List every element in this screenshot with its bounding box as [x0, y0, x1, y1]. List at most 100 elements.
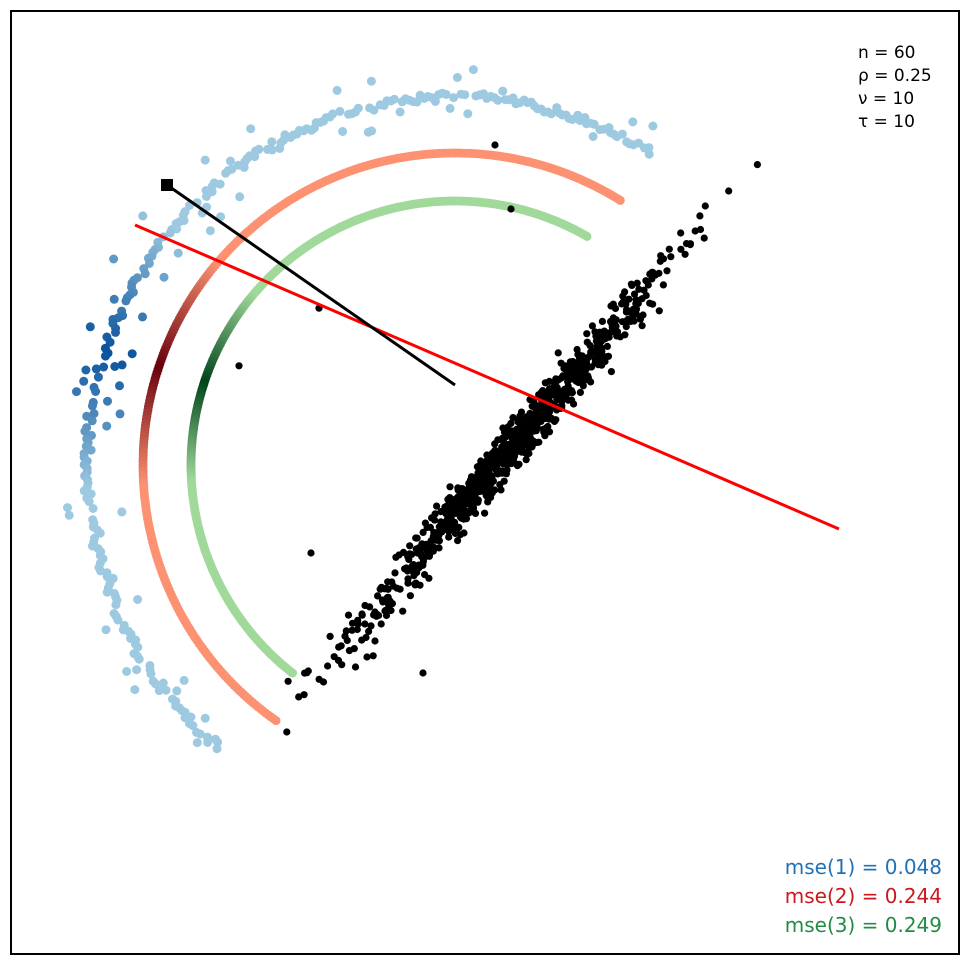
- arc-point: [151, 679, 161, 689]
- cloud-point: [583, 338, 591, 346]
- arc-point: [86, 445, 96, 455]
- arc-point: [64, 510, 74, 520]
- arc-point: [365, 103, 375, 113]
- arc-point: [588, 132, 598, 141]
- arc-point: [471, 91, 481, 101]
- arc-point: [644, 149, 654, 159]
- cloud-point: [554, 389, 562, 398]
- arc-point: [463, 109, 473, 119]
- cloud-point: [520, 425, 528, 434]
- arc-point: [271, 716, 281, 726]
- cloud-point: [511, 428, 519, 436]
- cloud-point: [406, 550, 414, 558]
- cloud-point: [598, 317, 607, 325]
- cloud-outlier-point: [363, 653, 371, 661]
- cloud-point: [472, 486, 480, 494]
- cloud-point: [411, 580, 419, 588]
- cloud-point: [562, 362, 570, 370]
- cloud-point: [483, 451, 491, 459]
- arc-point: [105, 337, 115, 347]
- arc-point: [154, 686, 164, 696]
- arc-point: [79, 376, 89, 386]
- arc-point: [235, 192, 245, 202]
- arc-point: [622, 137, 632, 147]
- cloud-point: [378, 596, 386, 604]
- arc-point: [188, 721, 198, 731]
- cloud-point: [624, 315, 632, 323]
- arc-point: [456, 89, 466, 99]
- arc-point: [109, 254, 119, 264]
- arc-point: [552, 103, 562, 113]
- arc-point: [115, 381, 124, 391]
- arc-point: [127, 349, 137, 359]
- cloud-point: [663, 267, 671, 275]
- cloud-point: [545, 377, 553, 385]
- cloud-point: [701, 202, 709, 210]
- cloud-point: [611, 304, 620, 313]
- cloud-point: [295, 693, 303, 701]
- cloud-point: [630, 317, 638, 325]
- cloud-point: [515, 460, 523, 468]
- arc-point: [103, 396, 112, 406]
- arc-point: [101, 351, 110, 361]
- cloud-point: [413, 534, 421, 542]
- cloud-point: [554, 349, 562, 357]
- arc-point: [335, 106, 345, 116]
- cloud-point: [517, 408, 526, 416]
- cloud-point: [595, 356, 603, 364]
- cloud-point: [552, 375, 560, 383]
- arc-point: [434, 90, 444, 99]
- cloud-point: [482, 471, 490, 479]
- arc-point: [363, 127, 373, 137]
- cloud-point: [613, 328, 622, 336]
- cloud-point: [437, 518, 445, 526]
- cloud-point: [452, 495, 460, 503]
- cloud-point: [633, 279, 641, 287]
- cloud-point: [622, 323, 630, 331]
- cloud-point: [523, 414, 531, 423]
- arc-point: [233, 160, 243, 170]
- cloud-point: [477, 457, 485, 465]
- cloud-point: [406, 592, 414, 600]
- arc-point: [113, 615, 123, 625]
- cloud-point: [334, 656, 343, 665]
- arc-point: [84, 497, 94, 507]
- cloud-point: [460, 529, 468, 537]
- cloud-point: [509, 414, 517, 422]
- arc-point: [138, 211, 148, 221]
- arc-point: [72, 387, 81, 397]
- arc-point: [200, 155, 210, 165]
- arc-point: [102, 587, 112, 597]
- cloud-point: [657, 252, 665, 260]
- cloud-point: [531, 404, 539, 412]
- cloud-point: [315, 675, 323, 683]
- cloud-point: [445, 528, 453, 536]
- cloud-point: [509, 436, 517, 444]
- cloud-point: [552, 416, 560, 424]
- param-tau: τ = 10: [858, 112, 915, 132]
- param-nu: ν = 10: [858, 89, 914, 109]
- arc-point: [173, 248, 183, 258]
- arc-point: [158, 678, 168, 688]
- cloud-point: [576, 388, 585, 396]
- cloud-point: [348, 619, 357, 627]
- cloud-point: [619, 298, 627, 306]
- cloud-point: [603, 342, 612, 350]
- cloud-point: [375, 611, 383, 620]
- arc-point: [101, 625, 111, 635]
- point-cloud: [235, 141, 762, 736]
- arc-point: [138, 312, 147, 322]
- cloud-point: [284, 677, 292, 685]
- cloud-point: [753, 161, 762, 169]
- cloud-point: [635, 285, 643, 293]
- cloud-point: [619, 292, 627, 300]
- cloud-point: [435, 544, 443, 552]
- principal-line: [134, 223, 840, 531]
- cloud-point: [677, 245, 685, 253]
- cloud-point: [351, 663, 360, 671]
- cloud-point: [324, 662, 332, 670]
- cloud-point: [632, 300, 640, 308]
- cloud-point: [473, 463, 481, 471]
- cloud-point: [638, 322, 646, 330]
